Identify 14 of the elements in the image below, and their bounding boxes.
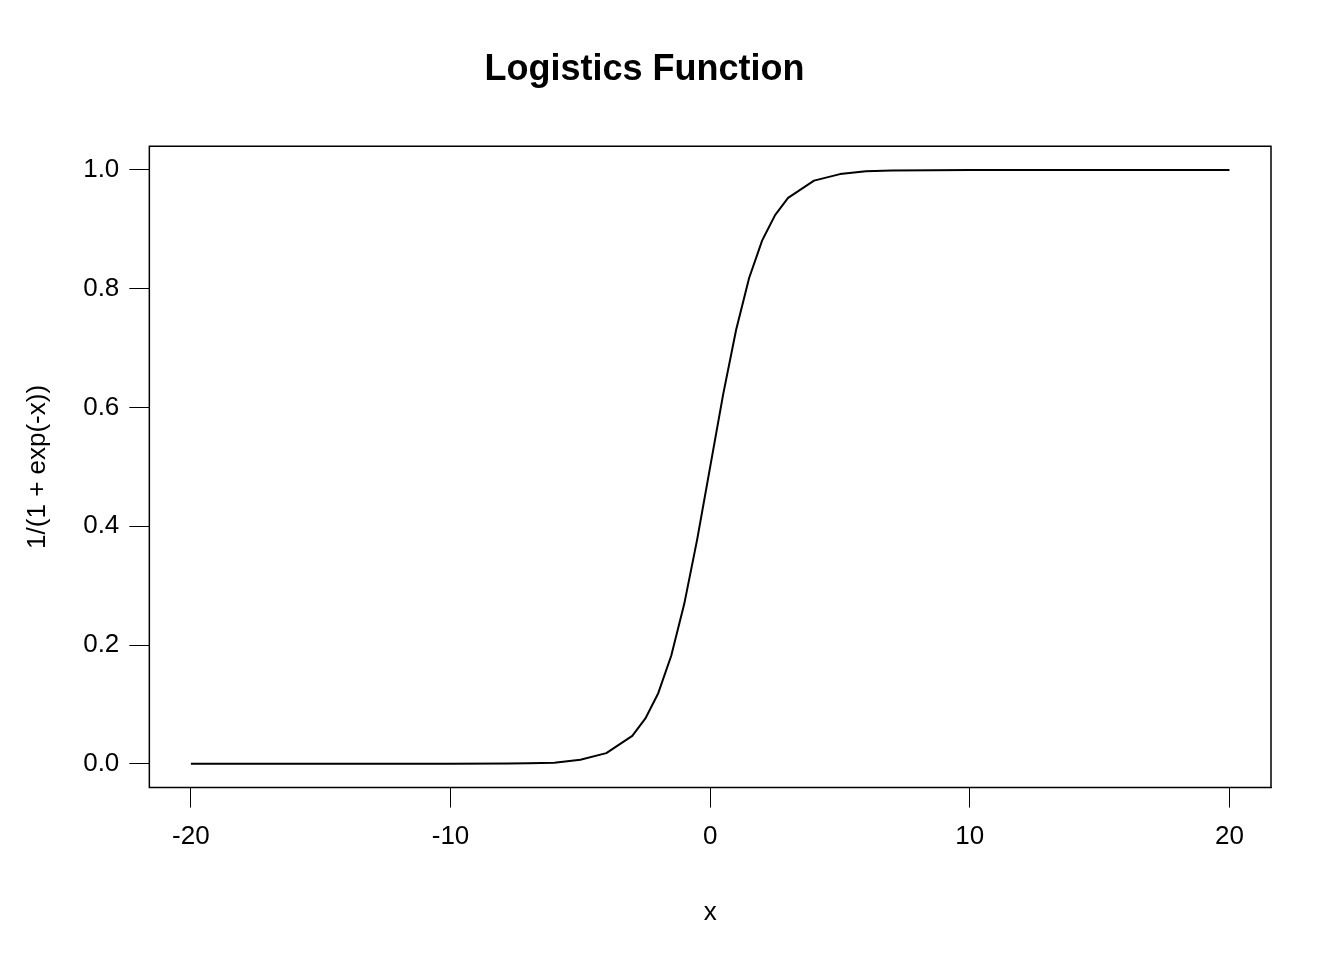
y-tick-label: 0.4 (83, 509, 120, 540)
x-tick-label: 0 (702, 820, 718, 851)
y-tick-label: 0.0 (83, 747, 120, 778)
x-tick-label: -20 (172, 820, 210, 851)
y-tick-label: 0.6 (83, 390, 120, 421)
x-tick-label: -10 (431, 820, 470, 851)
y-tick-label: 0.2 (83, 628, 120, 659)
chart-title: Logistics Function (484, 46, 805, 88)
x-axis-title: x (703, 895, 717, 926)
y-axis-title: 1/(1 + exp(-x)) (20, 384, 51, 549)
x-tick-label: 20 (1215, 820, 1244, 851)
x-tick-label: 10 (955, 820, 985, 851)
y-tick-label: 1.0 (83, 153, 120, 184)
y-tick-label: 0.8 (83, 271, 120, 302)
